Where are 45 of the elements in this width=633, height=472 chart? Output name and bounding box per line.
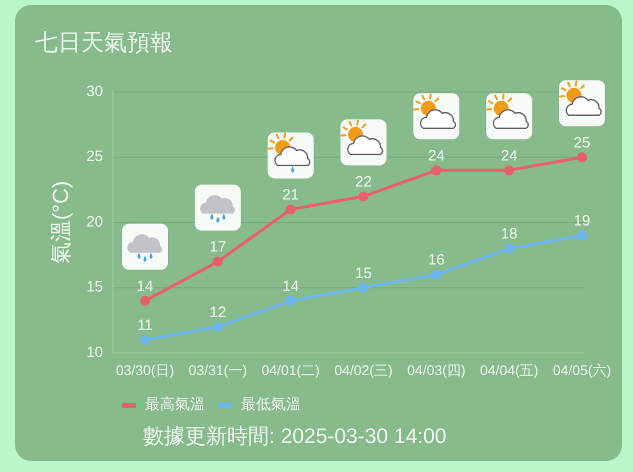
legend-label: 最高氣溫 bbox=[145, 396, 205, 413]
point bbox=[431, 165, 442, 176]
x-tick-label: 04/04(五) bbox=[480, 362, 538, 378]
point bbox=[504, 165, 514, 176]
data-label: 14 bbox=[136, 278, 154, 295]
point bbox=[286, 296, 296, 306]
point bbox=[212, 256, 223, 267]
data-label: 17 bbox=[209, 238, 226, 256]
x-tick-label: 03/31(一) bbox=[188, 362, 248, 378]
x-tick-label: 04/05(六) bbox=[552, 362, 612, 378]
point bbox=[577, 152, 587, 162]
point bbox=[431, 270, 442, 280]
y-tick-label: 10 bbox=[86, 344, 103, 361]
data-label: 16 bbox=[428, 252, 445, 269]
text: 數據更新時間: 2025-03-30 14:00 bbox=[143, 425, 446, 448]
data-label: 14 bbox=[282, 278, 300, 295]
data-label: 18 bbox=[500, 226, 518, 243]
point bbox=[577, 230, 587, 241]
point bbox=[358, 191, 368, 202]
data-label: 15 bbox=[355, 264, 372, 282]
y-tick-label: 25 bbox=[86, 148, 103, 166]
y-tick-label: 20 bbox=[86, 213, 103, 230]
y-tick-label: 30 bbox=[86, 82, 103, 100]
data-label: 22 bbox=[355, 173, 372, 190]
point bbox=[504, 244, 514, 254]
legend-label: 最低氣溫 bbox=[241, 396, 301, 413]
x-tick-label: 04/03(四) bbox=[407, 362, 466, 378]
point bbox=[358, 282, 368, 293]
chart-title: 七日天氣預報 bbox=[35, 29, 173, 55]
data-label: 24 bbox=[428, 147, 445, 164]
data-label: 11 bbox=[137, 316, 153, 334]
x-tick-label: 03/30(日) bbox=[116, 362, 174, 378]
data-label: 25 bbox=[574, 134, 590, 152]
data-label: 12 bbox=[209, 304, 226, 321]
y-axis-title: 氣溫(°C) bbox=[48, 180, 73, 264]
data-label: 24 bbox=[500, 147, 518, 164]
y-tick-label: 15 bbox=[86, 278, 103, 296]
x-tick-label: 04/01(二) bbox=[261, 362, 320, 378]
x-tick-label: 04/02(三) bbox=[334, 362, 393, 378]
data-label: 19 bbox=[574, 212, 590, 230]
point bbox=[140, 296, 150, 306]
point bbox=[212, 322, 223, 332]
point bbox=[140, 334, 150, 345]
data-label: 21 bbox=[282, 186, 300, 204]
point bbox=[286, 204, 296, 214]
